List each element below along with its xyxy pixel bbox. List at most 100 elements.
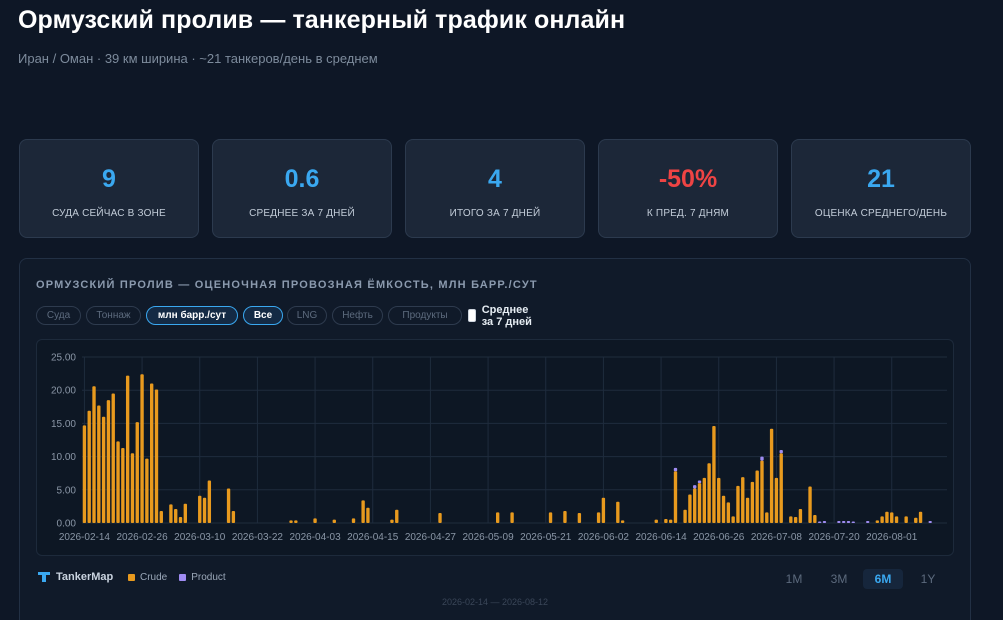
bar-chart: 0.00 5.00 10.00 15.00 20.00 25.00 2026-02-14 20… [51, 353, 947, 543]
x-tick-label: 2026-06-26 [693, 532, 745, 543]
bar-crude [673, 471, 678, 523]
legend-item-product: Product [179, 572, 226, 583]
page-title: Ормузский пролив — танкерный трафик онла… [18, 6, 626, 34]
x-tick-label: 2026-07-20 [808, 532, 860, 543]
metric-chip-tonnage[interactable]: Тоннаж [86, 306, 141, 325]
stat-label: СУДА СЕЙЧАС В ЗОНЕ [52, 208, 166, 219]
bar-crude [693, 488, 697, 523]
legend-swatch-crude [128, 574, 135, 581]
y-tick-label: 10.00 [51, 452, 76, 463]
bar-crude [332, 519, 336, 523]
bar-product [837, 521, 841, 523]
bar-crude [116, 441, 120, 523]
bar-crude [135, 422, 139, 523]
bar-crude [82, 425, 87, 523]
bar-crude [149, 383, 154, 523]
type-chip-products[interactable]: Продукты [388, 306, 462, 325]
bar-crude [813, 515, 817, 523]
x-tick-label: 2026-04-03 [289, 532, 341, 543]
bar-crude [741, 477, 745, 523]
bar-crude [798, 509, 803, 523]
bar-crude [904, 516, 908, 523]
bar-crude [366, 507, 370, 523]
bar-crude [92, 386, 96, 523]
x-tick-label: 2026-06-02 [578, 532, 630, 543]
stat-label: ИТОГО ЗА 7 ДНЕЙ [449, 208, 541, 219]
stat-value: 4 [488, 165, 502, 193]
y-tick-label: 20.00 [51, 386, 76, 397]
stat-value: -50% [658, 165, 718, 193]
x-tick-label: 2026-02-26 [116, 532, 168, 543]
chart-panel: ОРМУЗСКИЙ ПРОЛИВ — ОЦЕНОЧНАЯ ПРОВОЗНАЯ Ё… [19, 258, 971, 620]
bar-crude [712, 426, 716, 523]
bar-crude [707, 463, 711, 523]
bar-crude [808, 486, 812, 523]
bar-crude [351, 518, 356, 523]
bar-crude [914, 517, 918, 523]
stat-label: К ПРЕД. 7 ДНЯМ [646, 208, 730, 219]
bar-crude [145, 458, 149, 523]
bar-crude [198, 495, 202, 523]
type-chip-lng[interactable]: LNG [287, 306, 327, 325]
bar-crude [890, 512, 894, 523]
bar-crude [702, 477, 707, 523]
bar-crude [918, 511, 923, 523]
brand: TankerMap [38, 571, 113, 583]
bar-crude [101, 416, 106, 523]
bar-crude [154, 389, 159, 523]
type-chip-all[interactable]: Все [243, 306, 283, 325]
metric-chip-vessels[interactable]: Суда [36, 306, 81, 325]
bar-crude [125, 375, 130, 523]
legend-swatch-product [179, 574, 187, 581]
bar-crude [601, 497, 606, 523]
x-tick-label: 2026-07-08 [751, 532, 803, 543]
range-button-1y[interactable]: 1Y [920, 572, 936, 586]
stat-value: 9 [102, 165, 116, 193]
bar-crude [688, 494, 692, 523]
bar-crude [875, 520, 880, 523]
stat-value: 21 [867, 165, 895, 193]
bar-crude [183, 503, 188, 523]
bar-crude [894, 516, 899, 523]
bar-crude [774, 477, 779, 523]
bar-crude [750, 481, 755, 523]
x-tick-label: 2026-05-09 [462, 532, 514, 543]
stat-card-avg-7d: 0.6 СРЕДНЕЕ ЗА 7 ДНЕЙ [212, 139, 392, 238]
range-button-3m[interactable]: 3M [830, 572, 848, 586]
bar-product [697, 480, 702, 484]
bar-crude [226, 488, 231, 523]
bar-crude [106, 400, 111, 523]
range-button-6m[interactable]: 6M [863, 569, 903, 589]
bar-crude [563, 511, 567, 523]
y-tick-label: 0.00 [57, 519, 77, 530]
range-button-1m[interactable]: 1M [785, 572, 803, 586]
bar-crude [438, 513, 442, 523]
stat-card-vessels-now: 9 СУДА СЕЙЧАС В ЗОНЕ [19, 139, 199, 238]
x-tick-label: 2026-02-14 [59, 532, 111, 543]
bar-crude [765, 512, 769, 523]
page-subtitle: Иран / Оман · 39 км ширина · ~21 танкеро… [18, 51, 378, 66]
bar-crude [697, 483, 702, 523]
bar-product [693, 485, 697, 489]
bar-crude [596, 512, 601, 523]
tankermap-logo-icon [38, 571, 50, 583]
bar-crude [664, 519, 668, 523]
stat-label: ОЦЕНКА СРЕДНЕГО/ДЕНЬ [814, 208, 948, 219]
x-tick-label: 2026-05-21 [520, 532, 572, 543]
type-chip-crude[interactable]: Нефть [332, 306, 383, 325]
x-tick-label: 2026-08-01 [866, 532, 918, 543]
bar-product [846, 521, 851, 523]
chart-area: 0.00 5.00 10.00 15.00 20.00 25.00 2026-02-14 20… [36, 339, 954, 556]
bar-crude [495, 512, 500, 523]
bar-product [851, 521, 855, 523]
bar-crude [717, 477, 721, 523]
avg-7d-checkbox[interactable] [468, 309, 476, 322]
avg-7d-toggle[interactable]: Среднее за 7 дней [468, 304, 534, 328]
legend-item-crude: Crude [128, 572, 167, 583]
bar-product [928, 521, 932, 523]
stat-card-total-7d: 4 ИТОГО ЗА 7 ДНЕЙ [405, 139, 585, 238]
bar-crude [313, 518, 317, 523]
bar-crude [668, 519, 673, 523]
bar-crude [178, 517, 183, 523]
metric-chip-mbpd[interactable]: млн барр./сут [146, 306, 238, 325]
